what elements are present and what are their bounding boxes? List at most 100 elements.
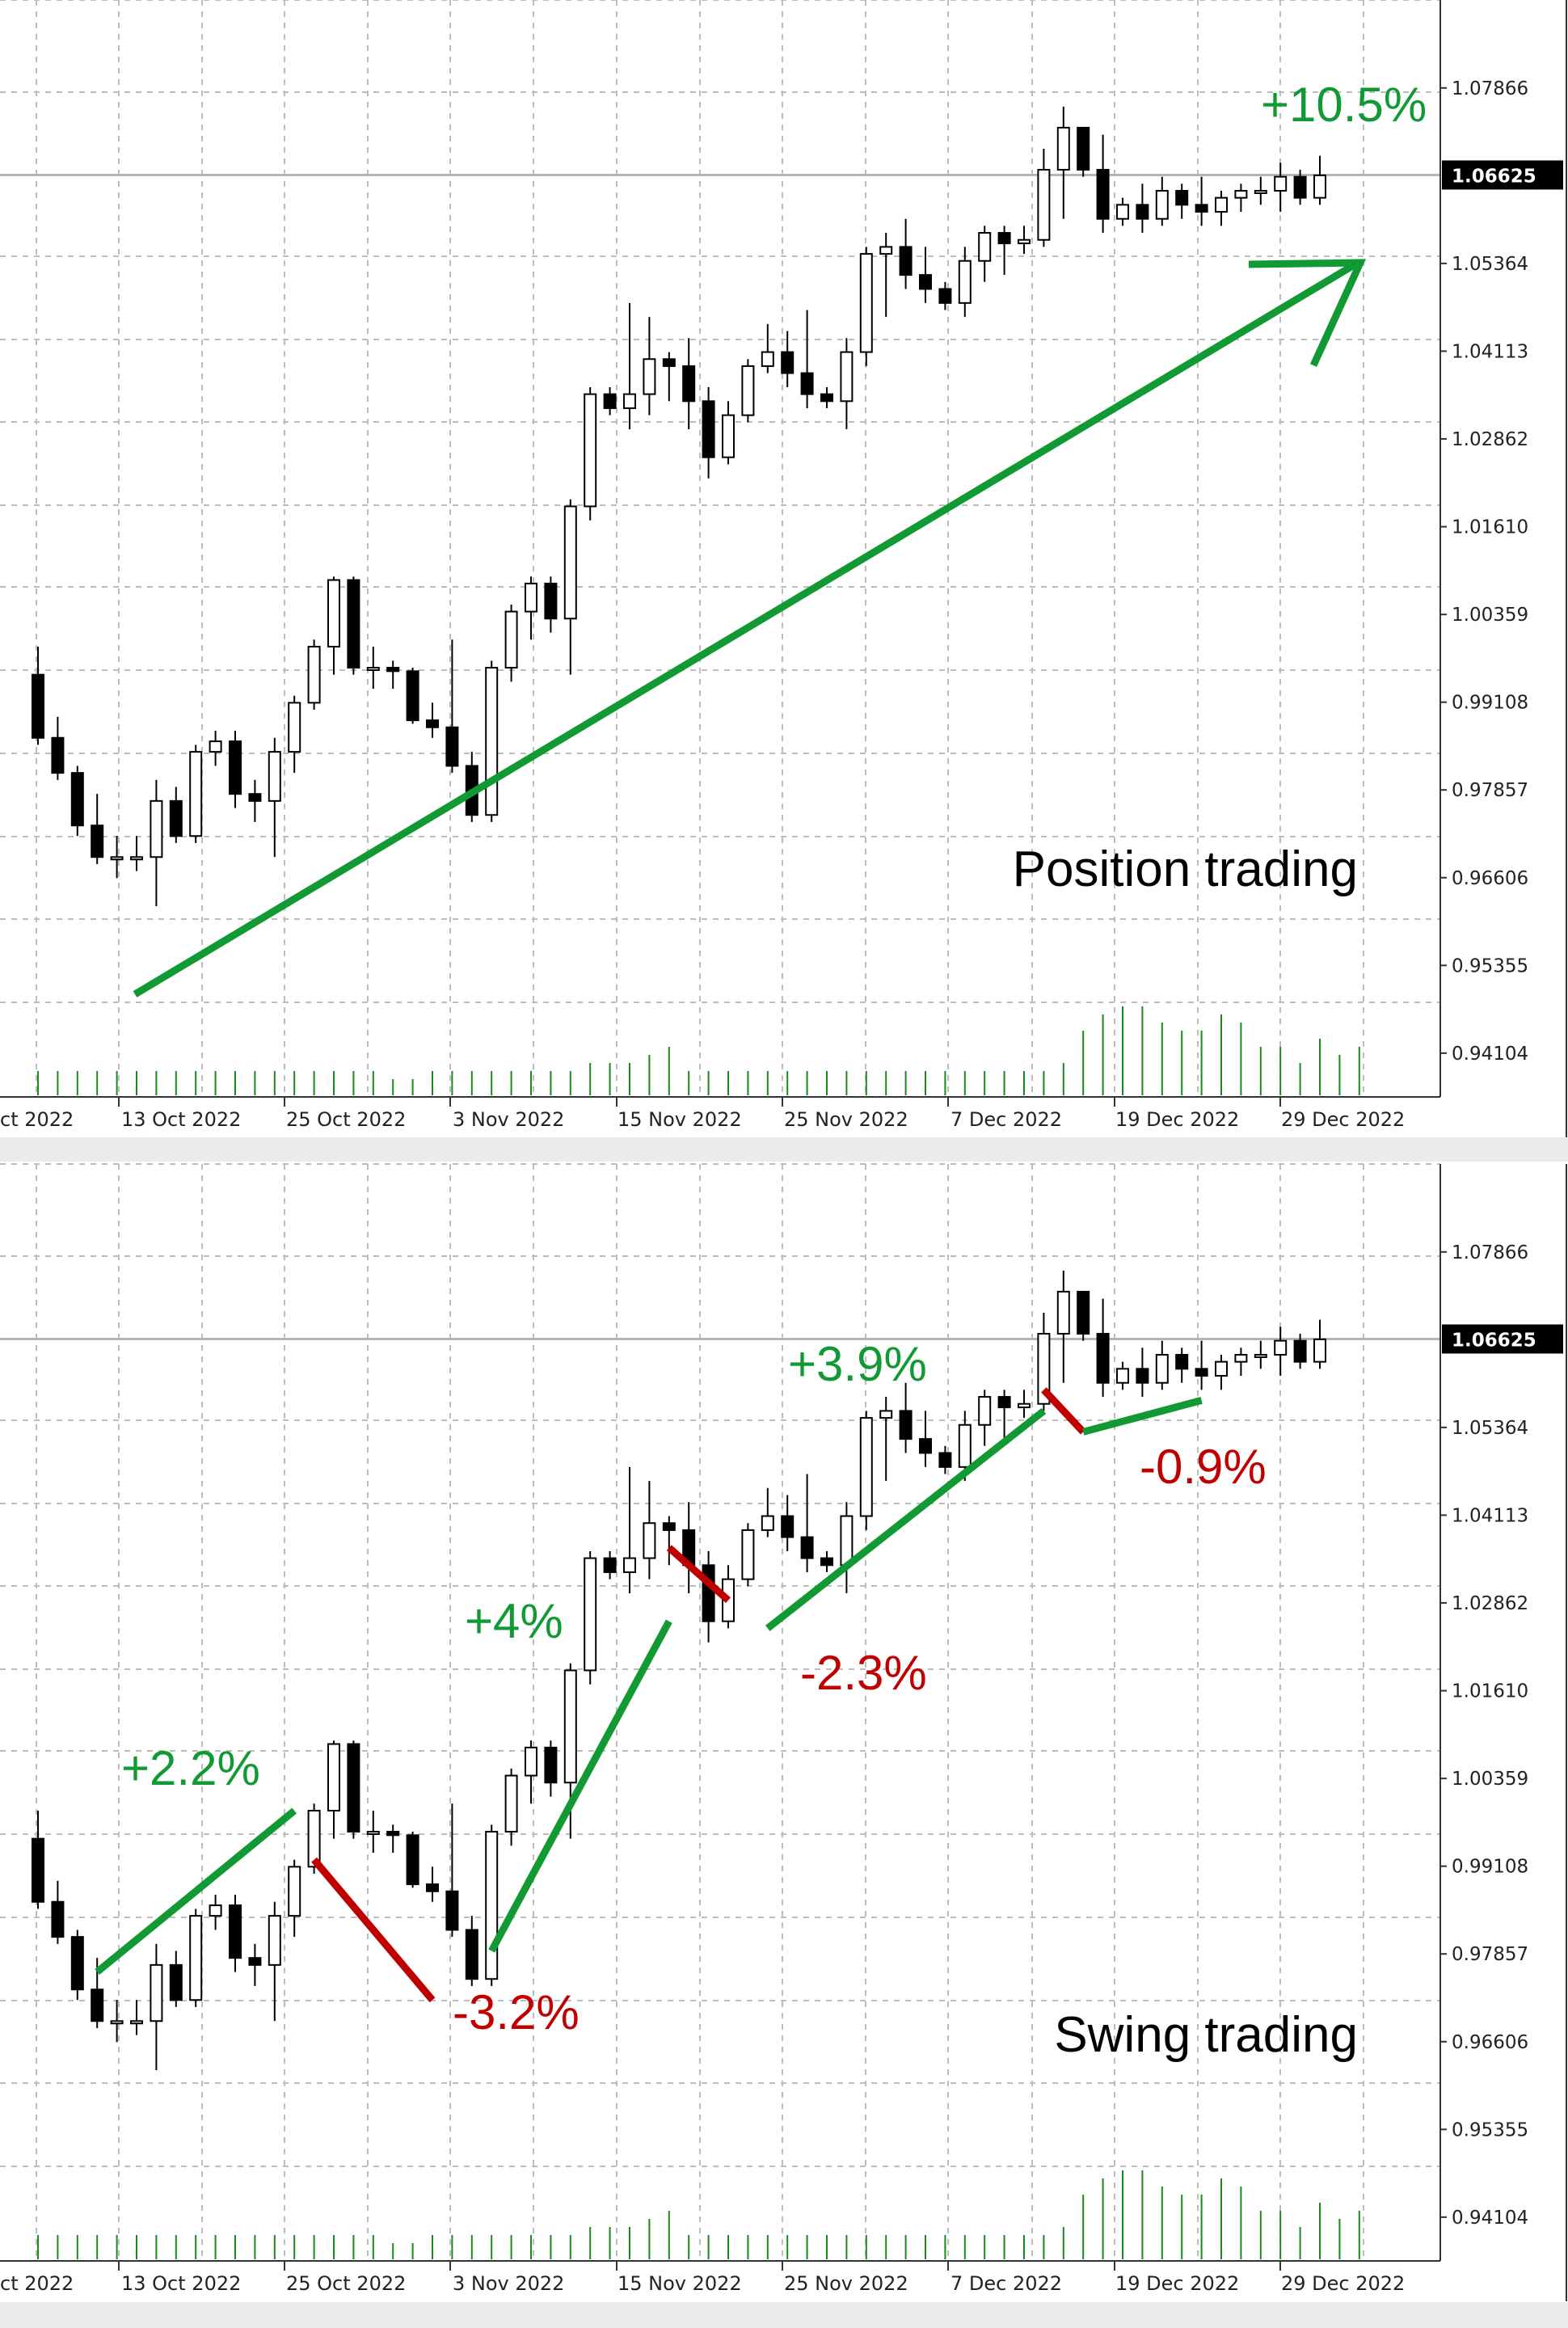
candle-body bbox=[1195, 1368, 1208, 1377]
candle-body bbox=[800, 1536, 814, 1559]
candle-body bbox=[800, 372, 814, 395]
candle-body bbox=[1254, 190, 1267, 194]
candle-body bbox=[169, 1963, 183, 2001]
candle-body bbox=[288, 1866, 301, 1917]
candle-body bbox=[781, 1515, 795, 1538]
candle-body bbox=[1293, 1339, 1307, 1363]
date-tick-label: 7 Dec 2022 bbox=[950, 2272, 1062, 2295]
candle-body bbox=[426, 1883, 439, 1892]
candle-body bbox=[584, 393, 597, 508]
candle-body bbox=[51, 736, 65, 774]
gain-trend-line bbox=[95, 1807, 297, 1976]
candle-body bbox=[702, 400, 715, 458]
candle-body bbox=[563, 505, 577, 620]
candle-body bbox=[1175, 190, 1189, 206]
date-tick-label: ct 2022 bbox=[0, 1108, 74, 1131]
candle-body bbox=[978, 1396, 992, 1426]
candle-body bbox=[544, 582, 558, 620]
loss-percent-label: -2.3% bbox=[800, 1646, 927, 1700]
current-price-label: 1.06625 bbox=[1452, 166, 1536, 187]
candle-body bbox=[603, 1557, 617, 1573]
candle-body bbox=[32, 673, 44, 739]
gain-percent-label: +3.9% bbox=[788, 1337, 927, 1391]
candle-body bbox=[465, 1929, 478, 1980]
candle-body bbox=[840, 1515, 854, 1567]
candle-body bbox=[525, 1746, 537, 1777]
date-tick-label: 25 Nov 2022 bbox=[784, 1108, 908, 1131]
candle-body bbox=[248, 1957, 262, 1966]
gain-percent-label: +4% bbox=[465, 1594, 563, 1648]
candle-body bbox=[426, 719, 439, 728]
candle-body bbox=[248, 793, 262, 802]
price-tick-label: 1.04113 bbox=[1452, 1505, 1528, 1526]
candle-body bbox=[406, 670, 419, 722]
candle-body bbox=[366, 1831, 380, 1835]
position-trading-panel: 1.07866 1.05364 1.04113 1.02862 1.01610 1.003… bbox=[0, 0, 1567, 1137]
candle-body bbox=[406, 1834, 419, 1886]
candle-body bbox=[386, 667, 400, 673]
gain-percent-label: +10.5% bbox=[1261, 78, 1427, 132]
candle-body bbox=[525, 582, 537, 613]
date-tick-label: 19 Dec 2022 bbox=[1115, 2272, 1239, 2295]
candle-body bbox=[1037, 168, 1051, 241]
current-price-box bbox=[1442, 1324, 1563, 1354]
price-tick-label: 0.97857 bbox=[1452, 1944, 1528, 1965]
date-tick-label: 13 Oct 2022 bbox=[121, 2272, 241, 2295]
candle-body bbox=[445, 726, 459, 767]
swing-trading-panel: 1.07866 1.05364 1.04113 1.02862 1.01610 1.003… bbox=[0, 1163, 1567, 2301]
candle-body bbox=[978, 232, 992, 262]
candle-body bbox=[1195, 204, 1208, 213]
loss-percent-label: -0.9% bbox=[1140, 1440, 1267, 1494]
candle-body bbox=[445, 1890, 459, 1931]
candle-body bbox=[820, 1557, 833, 1567]
price-tick-label: 0.97857 bbox=[1452, 780, 1528, 801]
candle-body bbox=[899, 1410, 913, 1440]
candle-body bbox=[820, 393, 833, 403]
candle-body bbox=[1313, 1338, 1326, 1363]
candle-body bbox=[1254, 1354, 1267, 1358]
date-tick-label: 15 Nov 2022 bbox=[618, 2272, 742, 2295]
price-tick-label: 1.01610 bbox=[1452, 1681, 1528, 1702]
candle-body bbox=[1234, 1354, 1248, 1363]
candle-body bbox=[366, 667, 380, 671]
annotations: +10.5% bbox=[133, 78, 1427, 997]
candle-body bbox=[859, 253, 873, 353]
candle-body bbox=[229, 1904, 242, 1959]
candle-body bbox=[919, 1438, 932, 1454]
price-tick-label: 0.99108 bbox=[1452, 693, 1528, 714]
current-price-label: 1.06625 bbox=[1452, 1330, 1536, 1351]
candle-body bbox=[130, 856, 143, 861]
candle-body bbox=[662, 358, 676, 367]
chart-title: Position trading bbox=[1013, 841, 1358, 897]
candle-body bbox=[643, 358, 656, 395]
price-tick-label: 1.01610 bbox=[1452, 517, 1528, 538]
price-tick-label: 1.07866 bbox=[1452, 1242, 1528, 1263]
candle-body bbox=[288, 702, 301, 753]
candle-body bbox=[1077, 1290, 1090, 1335]
candle-body bbox=[70, 772, 84, 827]
candle-body bbox=[741, 365, 755, 416]
candle-body bbox=[1155, 190, 1169, 220]
price-tick-label: 1.04113 bbox=[1452, 341, 1528, 362]
candle-body bbox=[840, 351, 854, 403]
candle-body bbox=[1116, 1368, 1129, 1384]
candle-body bbox=[268, 751, 281, 802]
candle-body bbox=[1056, 1290, 1070, 1335]
candle-body bbox=[919, 274, 932, 290]
date-tick-label: 29 Dec 2022 bbox=[1281, 1108, 1405, 1131]
price-tick-label: 0.99108 bbox=[1452, 1857, 1528, 1878]
price-tick-label: 1.05364 bbox=[1452, 1418, 1528, 1439]
candle-body bbox=[91, 824, 104, 858]
candle-body bbox=[662, 1522, 676, 1531]
gain-trend-line bbox=[488, 1619, 672, 1953]
candle-body bbox=[327, 1743, 340, 1811]
loss-percent-label: -3.2% bbox=[453, 1985, 580, 2039]
candle-body bbox=[1077, 126, 1090, 171]
candle-body bbox=[1293, 175, 1307, 199]
volume-bars bbox=[37, 1006, 1360, 1095]
candle-body bbox=[1018, 1402, 1031, 1409]
candle-body bbox=[1274, 175, 1288, 192]
price-tick-label: 1.02862 bbox=[1452, 429, 1528, 450]
candle-body bbox=[938, 1452, 952, 1468]
